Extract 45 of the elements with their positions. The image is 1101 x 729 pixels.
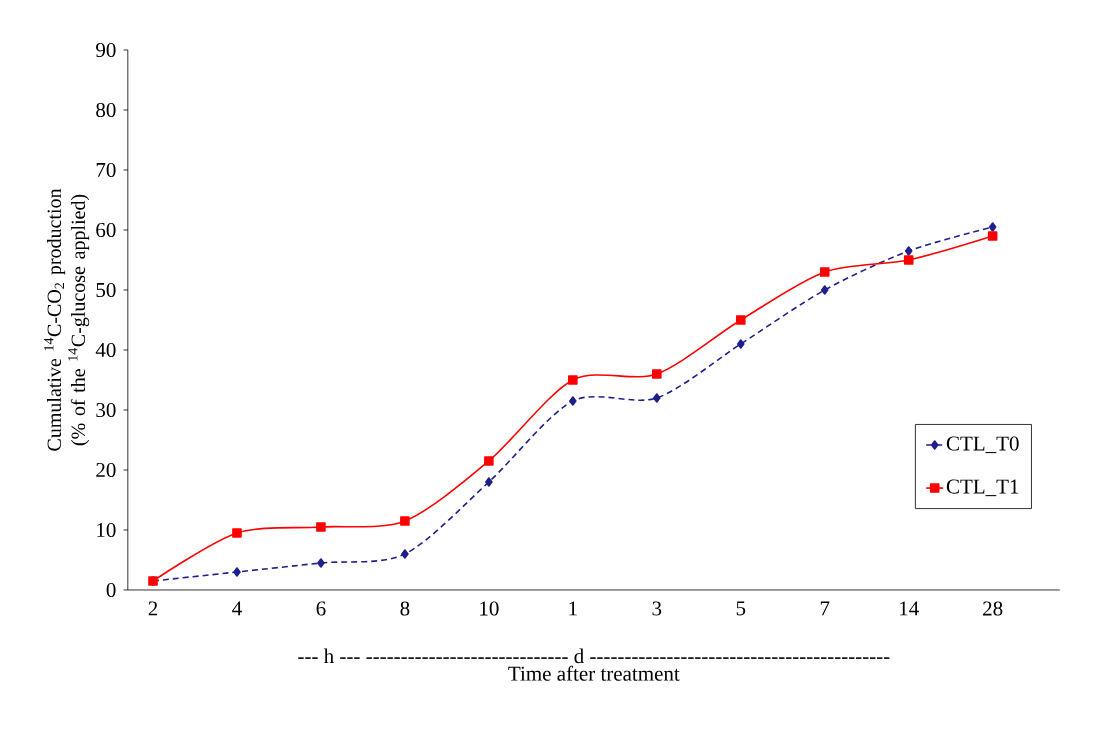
point — [316, 522, 326, 532]
legend-label: CTL_T0 — [946, 436, 1019, 454]
point — [569, 396, 577, 406]
point — [988, 222, 997, 232]
x-tick-label: 28 — [983, 601, 1003, 616]
x-axis-title: Time after treatment — [508, 665, 680, 681]
x-tick-label: 6 — [316, 601, 326, 616]
point — [401, 549, 409, 559]
point — [987, 231, 998, 241]
y-tick-label: 60 — [96, 222, 116, 238]
legend-label: CTL_T1 — [946, 479, 1019, 497]
y-tick-label: 70 — [96, 162, 116, 178]
x-tick-label: 8 — [400, 601, 410, 616]
point — [903, 255, 914, 265]
point — [651, 369, 662, 379]
y-tick-label: 10 — [97, 522, 116, 538]
x-tick-label: 7 — [820, 601, 830, 616]
x-tick-label: 10 — [480, 601, 499, 616]
point — [232, 528, 242, 538]
x-tick-label: 2 — [148, 601, 158, 616]
point — [652, 393, 661, 403]
x-tick-label: 4 — [232, 601, 242, 616]
point — [735, 315, 746, 325]
point — [317, 558, 325, 568]
y-tick-label: 20 — [96, 462, 116, 478]
point — [484, 456, 494, 466]
x-tick-label: 3 — [652, 601, 662, 616]
x-tick-label: 1 — [569, 601, 577, 616]
point — [736, 339, 745, 349]
text: --- h --- ----------------------------- d ------------------------------------------- — [298, 648, 890, 664]
point — [485, 477, 493, 487]
x-tick-label: 14 — [900, 601, 919, 616]
point — [904, 246, 913, 256]
y-tick-label: 90 — [96, 42, 116, 58]
point — [233, 567, 241, 577]
y-tick-label: 50 — [96, 282, 116, 298]
y-tick-label: 40 — [95, 342, 116, 358]
y-tick-label: 80 — [96, 102, 116, 118]
y-tick-label: 30 — [96, 402, 116, 418]
y-tick-label: 0 — [106, 582, 116, 598]
point — [820, 285, 829, 295]
point — [819, 267, 830, 277]
point — [400, 516, 410, 526]
x-tick-label: 5 — [736, 601, 746, 616]
point — [568, 375, 578, 385]
